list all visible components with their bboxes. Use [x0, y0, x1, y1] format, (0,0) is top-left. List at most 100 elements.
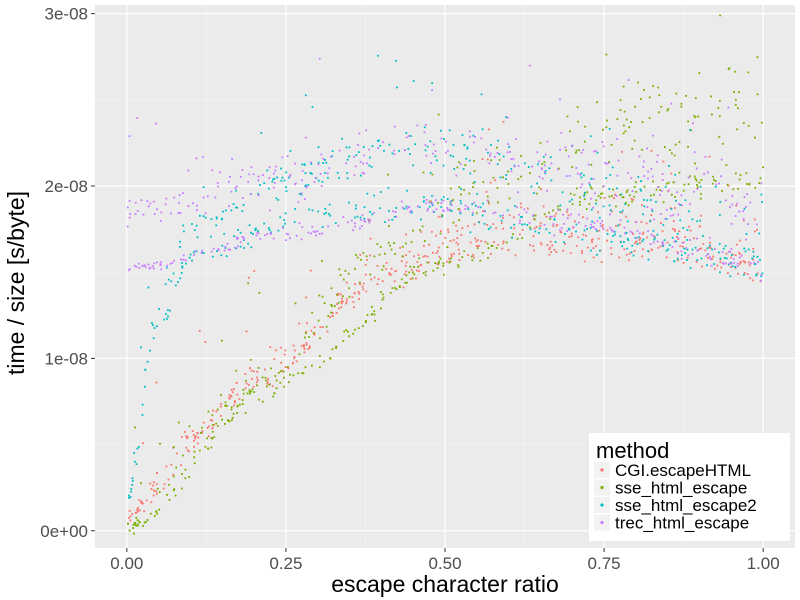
data-point — [761, 272, 764, 275]
data-point — [693, 175, 696, 178]
data-point — [137, 262, 140, 265]
data-point — [168, 499, 171, 501]
data-point — [460, 234, 463, 236]
data-point — [305, 330, 307, 333]
data-point — [226, 404, 228, 407]
data-point — [662, 245, 664, 247]
data-point — [544, 164, 546, 167]
data-point — [713, 263, 715, 265]
data-point — [424, 270, 427, 273]
data-point — [643, 185, 646, 188]
data-point — [250, 246, 253, 249]
data-point — [640, 180, 642, 182]
data-point — [369, 219, 372, 222]
data-point — [308, 347, 311, 349]
data-point — [731, 265, 734, 268]
data-point — [468, 192, 471, 195]
data-point — [340, 293, 342, 296]
data-point — [370, 278, 373, 281]
data-point — [756, 93, 759, 96]
data-point — [379, 246, 382, 248]
data-point — [188, 256, 191, 259]
data-point — [543, 223, 546, 226]
data-point — [536, 151, 539, 154]
data-point — [235, 382, 238, 384]
data-point — [313, 181, 316, 183]
data-point — [610, 247, 612, 249]
data-point — [273, 358, 276, 360]
data-point — [474, 136, 476, 138]
data-point — [700, 214, 702, 217]
data-point — [188, 476, 190, 478]
data-point — [440, 202, 443, 204]
data-point — [627, 239, 630, 241]
data-point — [129, 212, 132, 215]
data-point — [304, 94, 307, 97]
data-point — [725, 252, 728, 255]
data-point — [544, 171, 546, 174]
data-point — [648, 96, 651, 99]
data-point — [310, 232, 312, 235]
data-point — [149, 512, 152, 515]
data-point — [481, 158, 484, 160]
data-point — [187, 205, 190, 207]
data-point — [608, 195, 611, 198]
data-point — [392, 210, 394, 213]
data-point — [749, 262, 752, 265]
data-point — [333, 305, 336, 307]
data-point — [449, 240, 452, 242]
data-point — [366, 258, 368, 261]
data-point — [224, 245, 227, 248]
data-point — [660, 190, 663, 192]
data-point — [627, 79, 630, 81]
data-point — [432, 152, 434, 155]
data-point — [753, 263, 756, 265]
data-point — [410, 211, 413, 214]
data-point — [407, 135, 410, 137]
data-point — [413, 266, 415, 268]
data-point — [412, 229, 414, 232]
legend-item: CGI.escapeHTML — [594, 461, 751, 480]
data-point — [172, 475, 175, 478]
data-point — [202, 215, 205, 218]
data-point — [155, 122, 158, 125]
data-point — [152, 494, 155, 497]
data-point — [738, 178, 741, 181]
data-point — [651, 208, 653, 211]
data-point — [485, 190, 488, 193]
data-point — [196, 442, 199, 445]
data-point — [696, 188, 699, 190]
data-point — [689, 267, 692, 269]
data-point — [426, 261, 429, 264]
data-point — [550, 251, 553, 253]
data-point — [659, 189, 662, 191]
data-point — [266, 233, 268, 235]
data-point — [617, 159, 620, 162]
data-point — [356, 256, 359, 259]
data-point — [756, 272, 759, 275]
data-point — [718, 251, 720, 254]
data-point — [709, 242, 711, 244]
data-point — [530, 185, 533, 188]
data-point — [181, 436, 183, 438]
data-point — [565, 175, 568, 177]
data-point — [294, 302, 297, 305]
data-point — [757, 261, 759, 263]
data-point — [689, 129, 691, 131]
data-point — [283, 219, 286, 221]
data-point — [627, 171, 630, 174]
data-point — [618, 256, 621, 259]
data-point — [348, 335, 350, 338]
data-point — [579, 173, 581, 176]
legend-item: sse_html_escape2 — [594, 496, 757, 515]
data-point — [215, 217, 218, 220]
data-point — [619, 235, 622, 238]
data-point — [300, 193, 303, 196]
data-point — [201, 430, 204, 433]
data-point — [539, 241, 542, 244]
data-point — [303, 351, 306, 354]
data-point — [268, 209, 271, 212]
data-point — [153, 489, 155, 492]
data-point — [230, 209, 233, 212]
